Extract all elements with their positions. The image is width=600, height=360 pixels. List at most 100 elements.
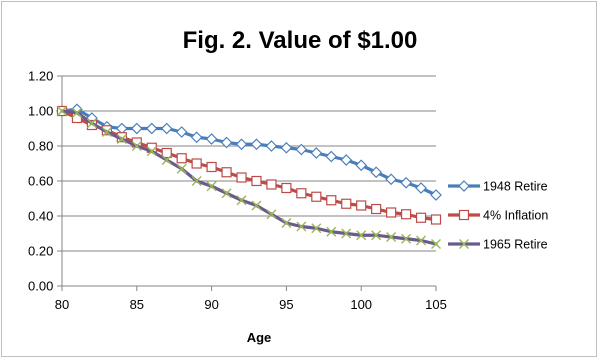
series-1965-retire — [57, 106, 441, 249]
data-point — [356, 200, 367, 211]
data-point — [206, 181, 217, 192]
gridlines — [62, 75, 436, 252]
data-point — [251, 175, 262, 187]
data-point — [386, 207, 397, 218]
data-point — [311, 191, 322, 202]
x-marker-stroke — [401, 233, 412, 244]
x-marker-stroke — [459, 239, 469, 249]
x-marker-stroke — [266, 209, 277, 220]
x-marker-stroke — [281, 218, 292, 228]
data-point — [415, 212, 427, 223]
x-marker-stroke — [326, 226, 337, 237]
data-point — [341, 228, 352, 239]
data-point — [341, 198, 352, 209]
data-point — [280, 141, 293, 154]
series-line — [60, 109, 438, 246]
data-point — [176, 153, 187, 164]
data-point — [145, 122, 158, 135]
legend-swatch-marker — [458, 180, 470, 192]
data-point — [340, 154, 353, 166]
x-marker-stroke — [296, 221, 307, 232]
x-marker-stroke — [176, 163, 187, 174]
x-marker-stroke — [221, 188, 232, 199]
x-marker-stroke — [431, 239, 441, 249]
chart-title: Fig. 2. Value of $1.00 — [183, 27, 418, 54]
data-point — [86, 118, 97, 129]
data-point — [190, 131, 203, 144]
data-point — [236, 172, 247, 183]
y-tick-label: 0.40 — [28, 209, 53, 224]
y-tick-label: 0.20 — [28, 244, 53, 259]
x-tick-label: 90 — [204, 297, 218, 312]
x-marker-stroke — [71, 107, 82, 118]
data-point — [311, 223, 322, 234]
y-tick-label: 1.20 — [28, 69, 53, 84]
x-marker-stroke — [161, 155, 172, 165]
x-marker-stroke — [116, 134, 127, 144]
data-point — [175, 126, 188, 138]
data-point — [400, 209, 412, 220]
x-marker-stroke — [251, 200, 262, 211]
data-point — [295, 143, 308, 156]
legend-item: 1965 Retire — [448, 238, 548, 252]
data-point — [160, 122, 173, 135]
data-point — [131, 141, 142, 151]
data-point — [401, 233, 412, 244]
data-point — [296, 221, 307, 232]
data-point — [220, 136, 233, 149]
y-tick-label: 1.00 — [28, 104, 53, 119]
data-point — [400, 176, 412, 189]
x-marker-stroke — [131, 141, 142, 151]
x-tick-label: 85 — [130, 297, 144, 312]
legend-item: 1948 Retire — [448, 180, 548, 194]
data-point — [146, 146, 157, 157]
y-tick-labels: 0.00 0.20 0.40 0.60 0.80 1.00 1.20 — [28, 69, 53, 294]
data-point — [71, 107, 82, 118]
x-tick-label: 95 — [279, 297, 293, 312]
data-point — [101, 127, 112, 137]
data-point — [326, 195, 337, 206]
x-marker-stroke — [386, 232, 397, 242]
x-marker-stroke — [371, 230, 382, 241]
x-marker-stroke — [206, 181, 217, 192]
data-point — [161, 147, 172, 159]
data-point — [371, 230, 382, 241]
data-point — [386, 232, 397, 242]
data-point — [371, 203, 382, 215]
data-point — [430, 214, 442, 225]
y-tick-label: 0.00 — [28, 279, 53, 294]
data-point — [430, 189, 442, 201]
data-point — [176, 163, 187, 174]
data-point — [57, 106, 67, 116]
data-point — [266, 179, 277, 190]
data-point — [281, 218, 292, 228]
series-4-inflation — [56, 105, 442, 225]
x-marker-stroke — [101, 127, 112, 137]
x-marker-stroke — [416, 235, 427, 246]
data-point — [326, 226, 337, 237]
data-point — [191, 158, 202, 169]
axes — [57, 75, 437, 291]
y-tick-label: 0.60 — [28, 174, 53, 189]
x-marker-stroke — [311, 223, 322, 234]
data-point — [310, 147, 323, 159]
data-point — [130, 122, 143, 135]
data-point — [431, 239, 441, 249]
x-tick-label: 80 — [55, 297, 69, 312]
data-point — [251, 200, 262, 211]
data-point — [355, 159, 368, 172]
x-marker-stroke — [191, 176, 202, 186]
x-marker-stroke — [146, 146, 157, 157]
legend-label: 1965 Retire — [483, 238, 548, 252]
data-point — [205, 133, 218, 145]
x-axis-label: Age — [247, 330, 272, 345]
x-marker-stroke — [356, 230, 367, 241]
data-point — [265, 140, 278, 152]
legend-swatch-marker — [459, 239, 469, 249]
x-marker-stroke — [236, 195, 247, 206]
x-tick-label: 105 — [425, 297, 447, 312]
x-marker-stroke — [57, 106, 67, 116]
legend-item: 4% Inflation — [448, 209, 548, 223]
